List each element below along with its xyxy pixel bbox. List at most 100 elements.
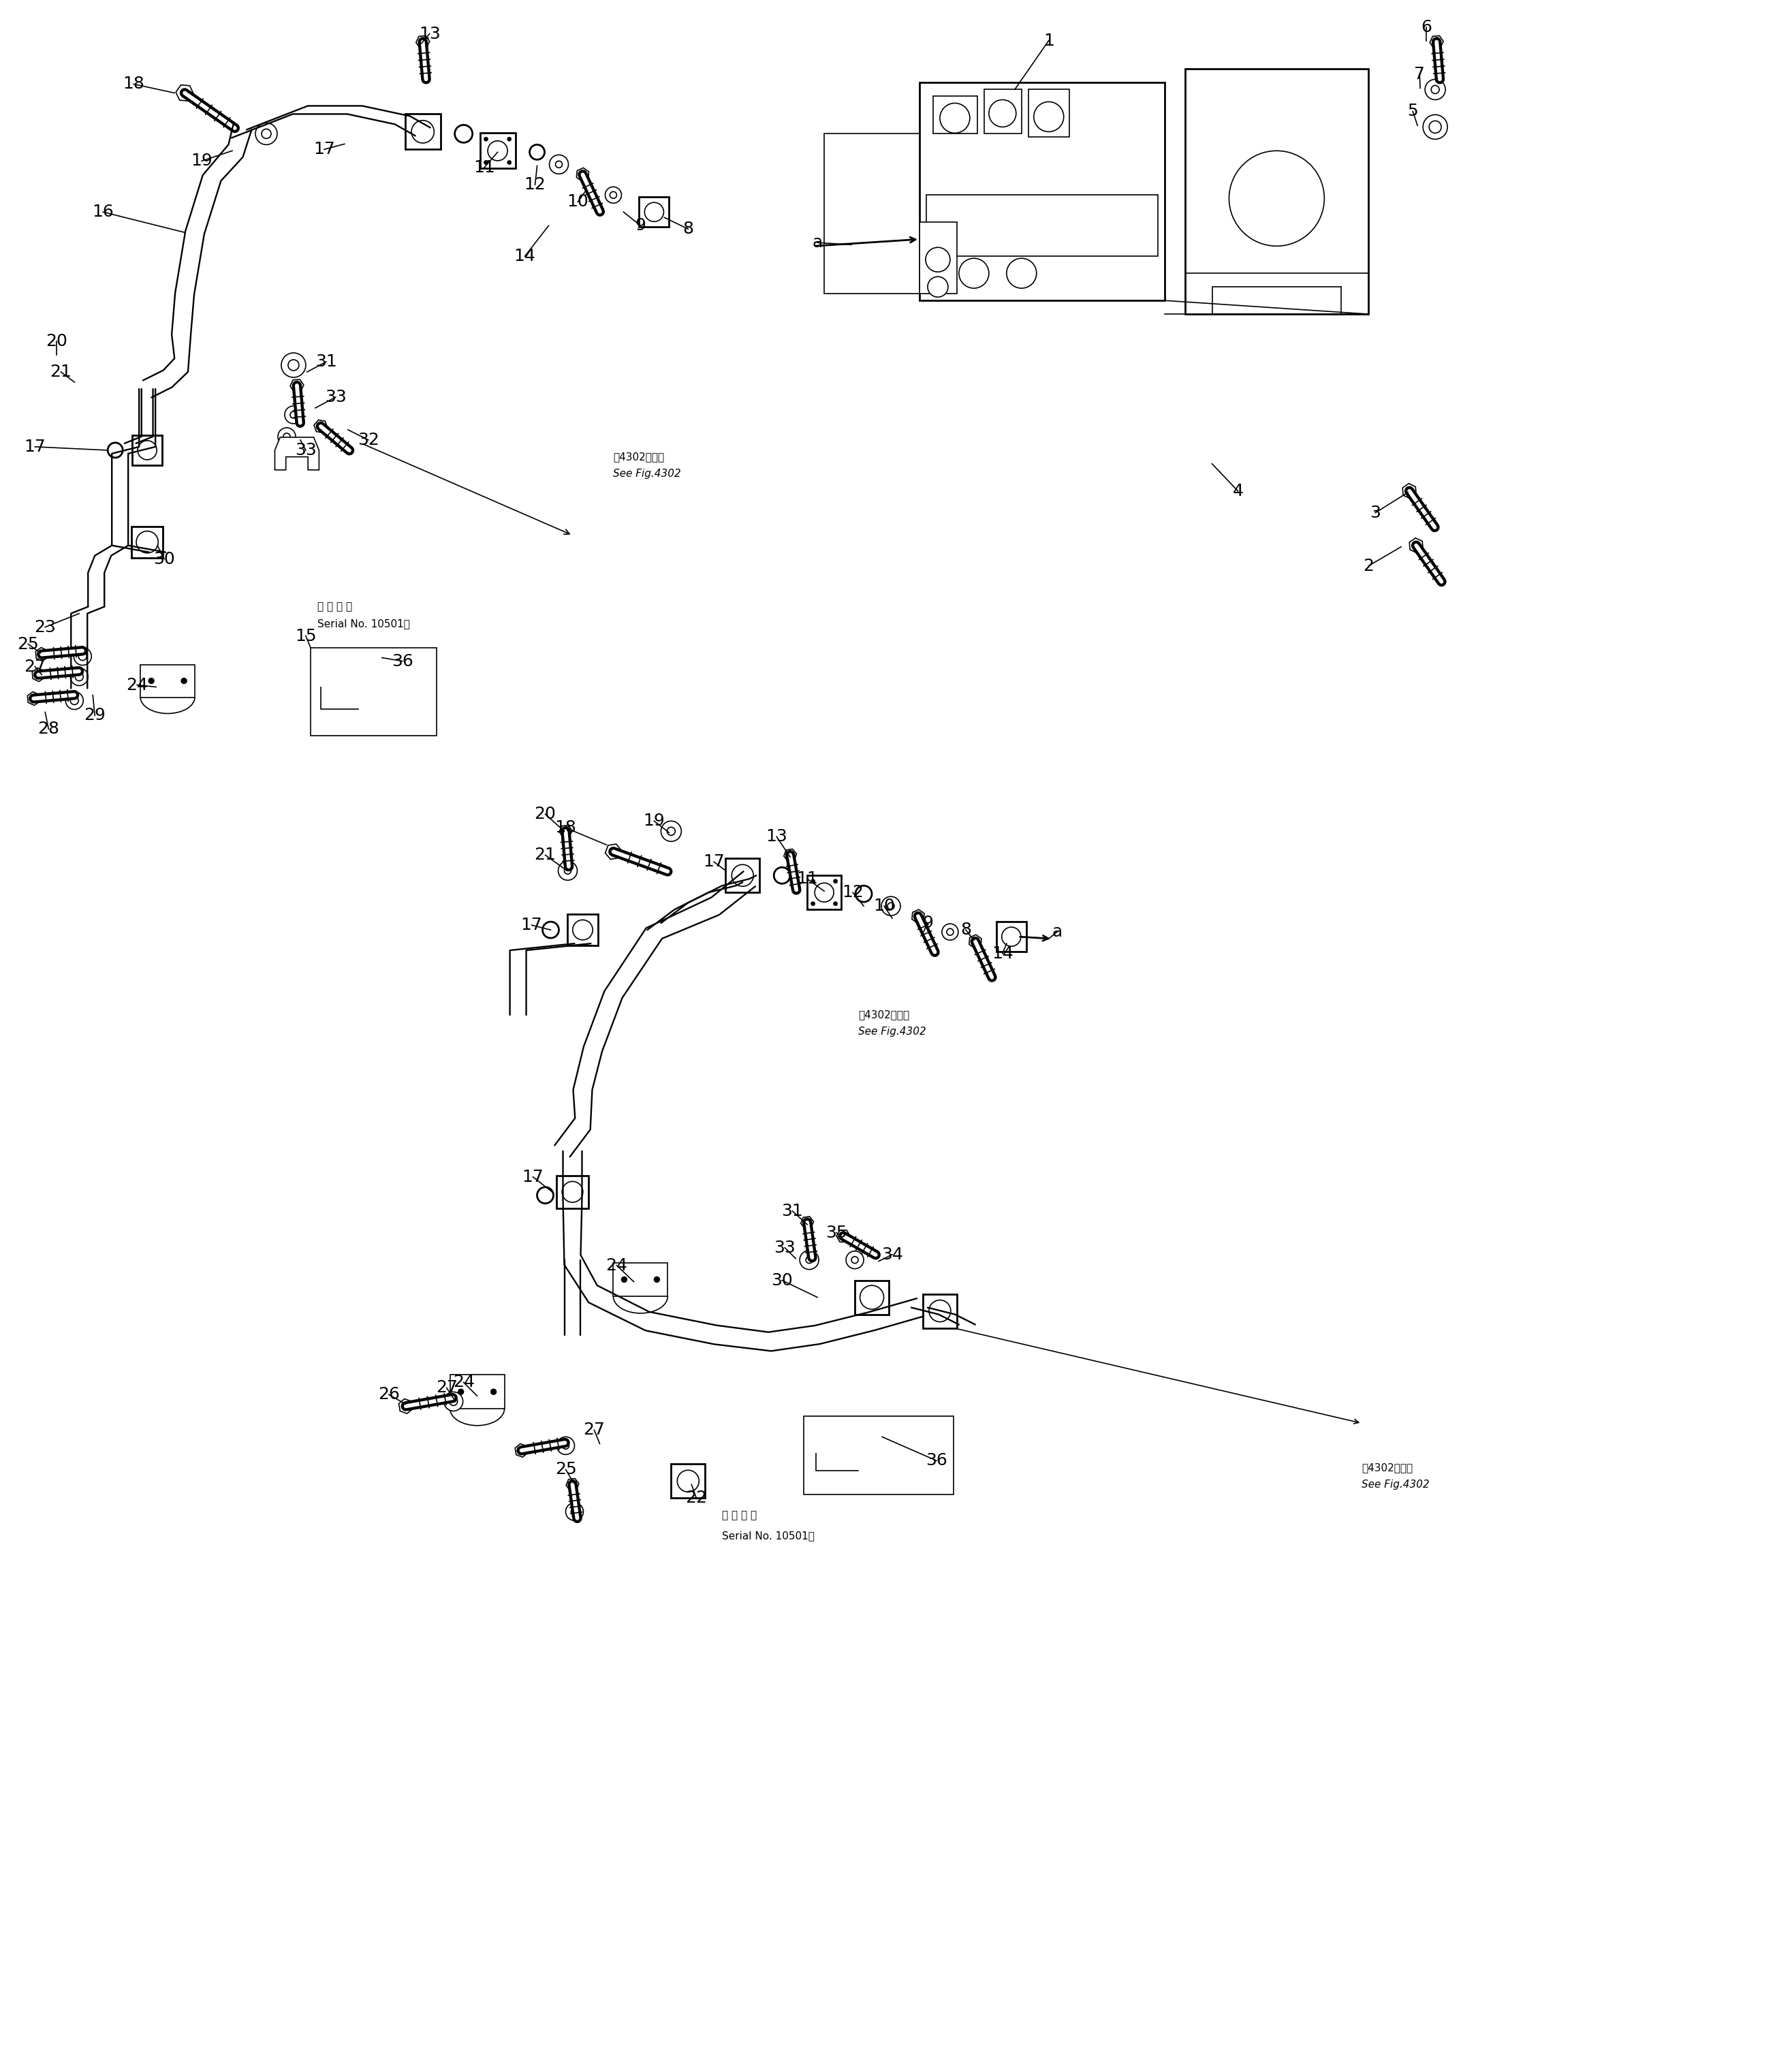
Circle shape (622, 1278, 627, 1282)
Circle shape (256, 123, 278, 146)
Text: 8: 8 (961, 921, 971, 937)
Text: 25: 25 (18, 636, 39, 652)
Text: 3: 3 (1369, 505, 1382, 521)
Text: 17: 17 (23, 439, 47, 455)
Circle shape (812, 902, 815, 907)
Bar (934, 96, 977, 133)
Text: 27: 27 (23, 658, 47, 675)
Bar (919, 82, 1165, 301)
Circle shape (887, 902, 894, 909)
Polygon shape (176, 84, 194, 100)
Circle shape (283, 433, 290, 441)
Bar (405, 115, 441, 150)
Bar (1185, 70, 1369, 314)
Text: 27: 27 (584, 1421, 606, 1438)
Circle shape (667, 827, 676, 835)
Circle shape (928, 277, 948, 297)
Circle shape (572, 1507, 577, 1516)
Polygon shape (36, 648, 48, 660)
Polygon shape (969, 935, 982, 948)
Circle shape (149, 679, 154, 683)
Circle shape (289, 359, 299, 371)
Bar (640, 197, 668, 228)
Circle shape (939, 103, 969, 133)
Circle shape (1432, 86, 1439, 94)
Circle shape (677, 1471, 699, 1491)
Polygon shape (577, 168, 590, 180)
Text: 5: 5 (1407, 103, 1417, 119)
Text: 17: 17 (314, 142, 335, 158)
Text: 30: 30 (771, 1272, 792, 1288)
Circle shape (484, 137, 487, 142)
Circle shape (799, 1251, 819, 1270)
Circle shape (73, 648, 91, 665)
Bar (450, 1374, 504, 1409)
Text: 8: 8 (683, 222, 694, 238)
Text: 23: 23 (34, 619, 56, 636)
Polygon shape (514, 1444, 529, 1456)
Text: 16: 16 (91, 203, 115, 219)
Text: 第4302図参照: 第4302図参照 (858, 1009, 909, 1019)
Polygon shape (1430, 35, 1443, 47)
Circle shape (606, 187, 622, 203)
Circle shape (262, 129, 271, 139)
Circle shape (1034, 103, 1064, 131)
Text: a: a (812, 234, 823, 250)
Text: 13: 13 (419, 25, 441, 41)
Text: 6: 6 (1421, 18, 1432, 35)
Bar (926, 195, 1158, 256)
Circle shape (928, 1300, 952, 1321)
Text: 15: 15 (296, 628, 317, 644)
Circle shape (806, 1257, 812, 1263)
Circle shape (833, 902, 837, 907)
Text: 適 用 号 機: 適 用 号 機 (317, 601, 353, 611)
Polygon shape (606, 843, 622, 859)
Circle shape (278, 429, 296, 445)
Circle shape (66, 691, 82, 710)
Circle shape (285, 406, 303, 425)
Circle shape (444, 1393, 462, 1411)
Text: 9: 9 (634, 217, 645, 234)
Text: 33: 33 (774, 1239, 796, 1255)
Text: 第4302図参照: 第4302図参照 (613, 451, 665, 461)
Bar (806, 876, 840, 909)
Circle shape (538, 1188, 554, 1204)
Circle shape (645, 203, 663, 222)
Text: 36: 36 (391, 652, 414, 669)
Text: 適 用 号 機: 適 用 号 機 (722, 1510, 756, 1520)
Bar (672, 1464, 704, 1497)
Text: 22: 22 (685, 1489, 708, 1505)
Bar (726, 859, 760, 892)
Circle shape (851, 1257, 858, 1263)
Circle shape (530, 146, 545, 160)
Text: 24: 24 (606, 1257, 627, 1274)
Text: 28: 28 (38, 722, 59, 738)
Text: 33: 33 (324, 390, 346, 406)
Circle shape (1423, 115, 1448, 139)
Circle shape (959, 258, 989, 289)
Circle shape (943, 923, 959, 939)
Text: 11: 11 (473, 160, 495, 176)
Circle shape (75, 673, 82, 681)
Circle shape (855, 886, 873, 902)
Text: 30: 30 (154, 552, 176, 568)
Circle shape (543, 921, 559, 937)
Text: 29: 29 (84, 708, 106, 724)
Text: 10: 10 (873, 898, 894, 915)
Bar (855, 1280, 889, 1315)
Text: 19: 19 (192, 154, 213, 168)
Text: 12: 12 (842, 884, 864, 900)
Circle shape (455, 125, 473, 144)
Circle shape (70, 697, 79, 706)
Text: 2: 2 (1364, 558, 1374, 574)
Circle shape (774, 868, 790, 884)
Bar (919, 222, 957, 293)
Text: 20: 20 (534, 806, 556, 822)
Text: 4: 4 (1233, 482, 1244, 498)
Circle shape (609, 191, 616, 199)
Circle shape (412, 121, 434, 144)
Text: 17: 17 (521, 1169, 543, 1185)
Polygon shape (314, 420, 328, 433)
Circle shape (946, 929, 953, 935)
Text: 10: 10 (566, 193, 590, 209)
